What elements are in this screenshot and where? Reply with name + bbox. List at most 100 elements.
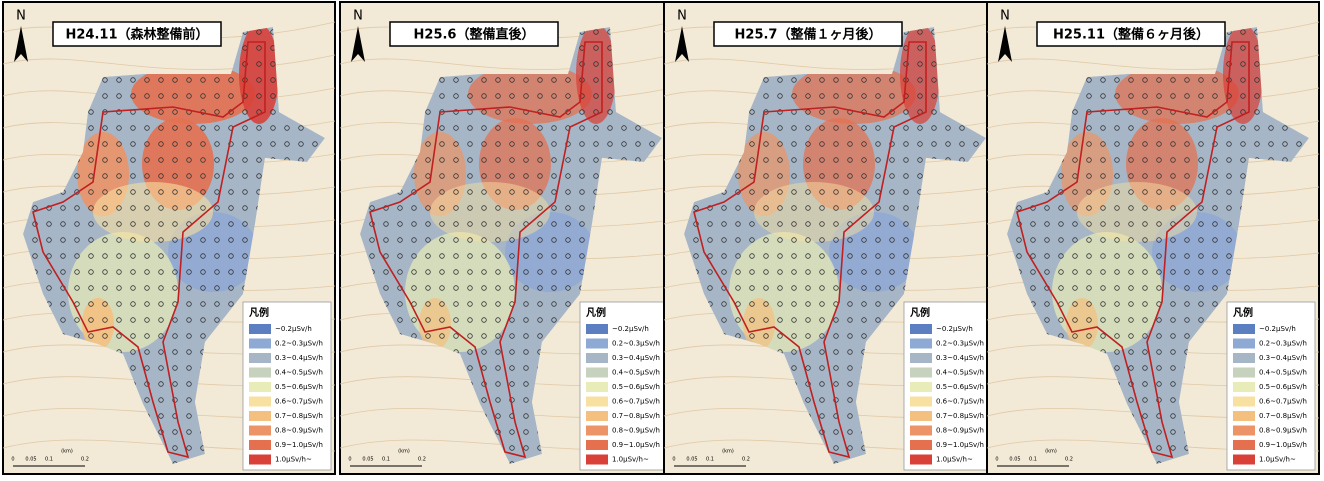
legend-swatch [586, 426, 608, 436]
legend-label: 0.7~0.8μSv/h [936, 412, 984, 420]
legend-label: ~0.2μSv/h [612, 325, 649, 333]
legend-label: ~0.2μSv/h [936, 325, 973, 333]
scale-label: 0 [11, 457, 14, 463]
legend-label: 0.8~0.9μSv/h [1259, 427, 1307, 435]
legend-label: 0.4~0.5μSv/h [1259, 369, 1307, 377]
legend-label: 0.6~0.7μSv/h [1259, 398, 1307, 406]
legend-label: 0.6~0.7μSv/h [275, 398, 323, 406]
legend-swatch [249, 426, 271, 436]
legend-swatch [586, 440, 608, 450]
legend-swatch [910, 368, 932, 378]
scale-unit: (km) [398, 449, 410, 455]
hot-zone [754, 182, 874, 242]
legend-swatch [910, 353, 932, 363]
scale-label: 0 [348, 457, 351, 463]
legend-swatch [1233, 382, 1255, 392]
legend-swatch [910, 426, 932, 436]
legend-swatch [249, 397, 271, 407]
legend-label: 0.7~0.8μSv/h [275, 412, 323, 420]
legend-swatch [910, 339, 932, 349]
legend-swatch [910, 440, 932, 450]
legend-label: 0.2~0.3μSv/h [612, 340, 660, 348]
legend-label: 0.3~0.4μSv/h [1259, 354, 1307, 362]
legend-swatch [1233, 353, 1255, 363]
legend-label: 0.7~0.8μSv/h [1259, 412, 1307, 420]
legend-label: 0.6~0.7μSv/h [612, 398, 660, 406]
scale-label: 0.05 [362, 457, 373, 463]
legend-swatch [1233, 339, 1255, 349]
legend-label: 0.8~0.9μSv/h [275, 427, 323, 435]
map-panel: N H25.6（整備直後） 凡例 ~0.2μSv/h 0.2~0.3μSv/h 0.3~0… [340, 2, 672, 474]
scale-unit: (km) [722, 449, 734, 455]
legend-label: 0.3~0.4μSv/h [275, 354, 323, 362]
scale-label: 0.2 [81, 457, 89, 463]
legend-label: 0.9~1.0μSv/h [936, 441, 984, 449]
map-panel: NH25.7（整備１ヶ月後）凡例~0.2μSv/h0.2~0.3μSv/h0.3… [664, 2, 996, 474]
legend-swatch [910, 455, 932, 465]
legend-swatch [1233, 455, 1255, 465]
legend-swatch [249, 339, 271, 349]
legend-label: 0.8~0.9μSv/h [936, 427, 984, 435]
legend-label: 0.7~0.8μSv/h [612, 412, 660, 420]
legend-label: 0.8~0.9μSv/h [612, 427, 660, 435]
legend-label: 0.9~1.0μSv/h [275, 441, 323, 449]
legend-label: 0.4~0.5μSv/h [275, 369, 323, 377]
legend-swatch [586, 339, 608, 349]
hot-zone [93, 182, 213, 242]
legend-swatch [586, 324, 608, 334]
legend-swatch [249, 368, 271, 378]
legend-label: 0.5~0.6μSv/h [936, 383, 984, 391]
scale-label: 0.05 [686, 457, 697, 463]
legend-swatch [1233, 411, 1255, 421]
legend-label: 0.2~0.3μSv/h [936, 340, 984, 348]
scale-label: 0.1 [45, 457, 53, 463]
legend-label: ~0.2μSv/h [275, 325, 312, 333]
legend-swatch [249, 324, 271, 334]
panel-title: H25.7（整備１ヶ月後） [735, 27, 882, 43]
scale-label: 0.1 [382, 457, 390, 463]
scale-label: 0.1 [1029, 457, 1037, 463]
legend-swatch [1233, 440, 1255, 450]
legend-label: 0.9~1.0μSv/h [1259, 441, 1307, 449]
legend-label: 1.0μSv/h~ [275, 456, 312, 464]
legend-label: 0.3~0.4μSv/h [612, 354, 660, 362]
legend-label: 1.0μSv/h~ [1259, 456, 1296, 464]
legend-swatch [910, 397, 932, 407]
north-label: N [1000, 9, 1010, 24]
legend-title: 凡例 [910, 306, 930, 319]
scale-unit: (km) [1045, 449, 1057, 455]
scale-label: 0.2 [742, 457, 750, 463]
legend-swatch [1233, 397, 1255, 407]
legend-title: 凡例 [249, 306, 269, 319]
legend-label: 0.3~0.4μSv/h [936, 354, 984, 362]
legend-swatch [1233, 368, 1255, 378]
hot-zone [430, 182, 550, 242]
scale-unit: (km) [61, 449, 73, 455]
legend-title: 凡例 [1233, 306, 1253, 319]
legend-swatch [249, 382, 271, 392]
legend-label: 0.2~0.3μSv/h [1259, 340, 1307, 348]
legend-label: 0.9~1.0μSv/h [612, 441, 660, 449]
panel-title: H25.6（整備直後） [414, 27, 535, 43]
legend-label: 1.0μSv/h~ [612, 456, 649, 464]
legend-swatch [586, 411, 608, 421]
map-panel: NH25.11（整備６ヶ月後）凡例~0.2μSv/h0.2~0.3μSv/h0.… [987, 2, 1319, 474]
legend-swatch [586, 455, 608, 465]
scale-label: 0.05 [25, 457, 36, 463]
legend-label: 0.5~0.6μSv/h [275, 383, 323, 391]
legend-label: 0.5~0.6μSv/h [612, 383, 660, 391]
legend-swatch [586, 397, 608, 407]
legend-title: 凡例 [586, 306, 606, 319]
legend-swatch [910, 324, 932, 334]
legend-swatch [249, 353, 271, 363]
legend-swatch [249, 411, 271, 421]
legend-swatch [910, 411, 932, 421]
legend-swatch [1233, 426, 1255, 436]
legend-swatch [586, 382, 608, 392]
legend-label: 0.4~0.5μSv/h [612, 369, 660, 377]
north-label: N [353, 9, 363, 24]
figure: NH24.11（森林整備前）凡例~0.2μSv/h0.2~0.3μSv/h0.3… [0, 0, 1324, 477]
north-label: N [16, 9, 26, 24]
legend-label: 0.4~0.5μSv/h [936, 369, 984, 377]
scale-label: 0.05 [1009, 457, 1020, 463]
